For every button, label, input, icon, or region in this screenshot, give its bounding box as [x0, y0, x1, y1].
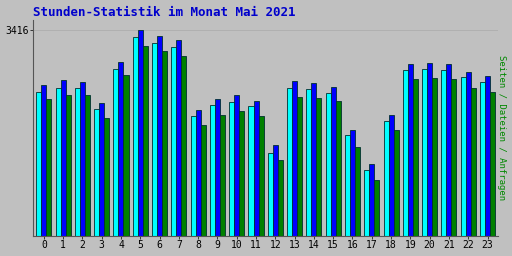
- Bar: [345, 135, 350, 256]
- Bar: [259, 116, 264, 256]
- Bar: [311, 83, 316, 256]
- Bar: [41, 85, 47, 256]
- Bar: [210, 105, 215, 256]
- Bar: [152, 43, 157, 256]
- Bar: [172, 47, 176, 256]
- Bar: [306, 89, 311, 256]
- Bar: [229, 102, 234, 256]
- Bar: [60, 80, 66, 256]
- Bar: [85, 95, 90, 256]
- Bar: [403, 70, 408, 256]
- Y-axis label: Seiten / Dateien / Anfragen: Seiten / Dateien / Anfragen: [498, 56, 506, 200]
- Bar: [297, 97, 302, 256]
- Bar: [292, 81, 297, 256]
- Bar: [253, 101, 259, 256]
- Bar: [239, 111, 244, 256]
- Bar: [452, 80, 456, 256]
- Bar: [432, 78, 437, 256]
- Bar: [248, 106, 253, 256]
- Bar: [331, 87, 336, 256]
- Bar: [413, 80, 418, 256]
- Bar: [316, 98, 322, 256]
- Bar: [181, 56, 186, 256]
- Bar: [374, 180, 379, 256]
- Bar: [36, 92, 41, 256]
- Bar: [326, 93, 331, 256]
- Bar: [369, 164, 374, 256]
- Bar: [389, 115, 394, 256]
- Bar: [220, 115, 225, 256]
- Bar: [123, 75, 129, 256]
- Bar: [196, 110, 201, 256]
- Bar: [56, 88, 60, 256]
- Bar: [427, 63, 432, 256]
- Bar: [157, 36, 162, 256]
- Bar: [99, 103, 104, 256]
- Bar: [466, 72, 471, 256]
- Text: Stunden-Statistik im Monat Mai 2021: Stunden-Statistik im Monat Mai 2021: [33, 6, 296, 18]
- Bar: [471, 88, 476, 256]
- Bar: [383, 121, 389, 256]
- Bar: [273, 145, 278, 256]
- Bar: [176, 40, 181, 256]
- Bar: [446, 63, 452, 256]
- Bar: [480, 82, 485, 256]
- Bar: [278, 160, 283, 256]
- Bar: [75, 88, 80, 256]
- Bar: [143, 46, 148, 256]
- Bar: [118, 62, 123, 256]
- Bar: [138, 29, 143, 256]
- Bar: [215, 99, 220, 256]
- Bar: [66, 95, 71, 256]
- Bar: [190, 116, 196, 256]
- Bar: [490, 92, 495, 256]
- Bar: [394, 130, 398, 256]
- Bar: [408, 65, 413, 256]
- Bar: [461, 78, 466, 256]
- Bar: [94, 109, 99, 256]
- Bar: [422, 69, 427, 256]
- Bar: [268, 153, 273, 256]
- Bar: [104, 118, 109, 256]
- Bar: [355, 147, 360, 256]
- Bar: [350, 130, 355, 256]
- Bar: [234, 95, 239, 256]
- Bar: [162, 51, 167, 256]
- Bar: [80, 82, 85, 256]
- Bar: [201, 125, 206, 256]
- Bar: [133, 37, 138, 256]
- Bar: [287, 88, 292, 256]
- Bar: [364, 170, 369, 256]
- Bar: [114, 69, 118, 256]
- Bar: [441, 70, 446, 256]
- Bar: [336, 101, 340, 256]
- Bar: [485, 76, 490, 256]
- Bar: [47, 99, 51, 256]
